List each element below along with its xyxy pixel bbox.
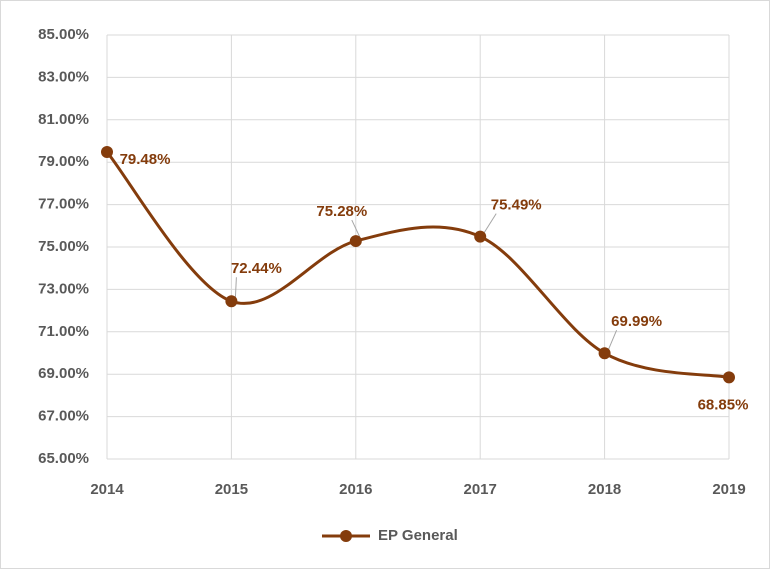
x-tick-label: 2017 [464, 481, 497, 498]
data-point [349, 235, 362, 248]
y-tick-label: 77.00% [38, 196, 89, 213]
data-point [474, 230, 487, 243]
data-label: 68.85% [698, 396, 749, 413]
data-label: 75.28% [316, 203, 367, 220]
leader-line [351, 219, 361, 238]
y-tick-label: 71.00% [38, 323, 89, 340]
x-tick-label: 2016 [339, 481, 372, 498]
leader-line [608, 330, 618, 350]
data-label: 75.49% [491, 197, 542, 214]
y-tick-label: 67.00% [38, 408, 89, 425]
x-tick-label: 2018 [588, 481, 621, 498]
y-tick-label: 81.00% [38, 111, 89, 128]
y-tick-label: 75.00% [38, 238, 89, 255]
leader-line [234, 277, 237, 298]
data-label: 69.99% [611, 313, 662, 330]
y-tick-label: 79.00% [38, 153, 89, 170]
data-label: 72.44% [231, 260, 282, 277]
data-point [598, 347, 611, 360]
y-tick-label: 73.00% [38, 280, 89, 297]
y-tick-label: 65.00% [38, 450, 89, 467]
y-tick-label: 85.00% [38, 26, 89, 43]
x-tick-label: 2019 [712, 481, 745, 498]
data-point [225, 295, 238, 308]
y-tick-label: 83.00% [38, 68, 89, 85]
x-tick-label: 2014 [90, 481, 124, 498]
y-tick-label: 69.00% [38, 365, 89, 382]
data-label: 79.48% [120, 151, 171, 168]
x-tick-label: 2015 [215, 481, 248, 498]
legend-label: EP General [378, 527, 458, 544]
leader-line [483, 213, 497, 233]
data-point [101, 146, 113, 159]
data-point [723, 371, 735, 384]
legend-marker [340, 530, 352, 542]
